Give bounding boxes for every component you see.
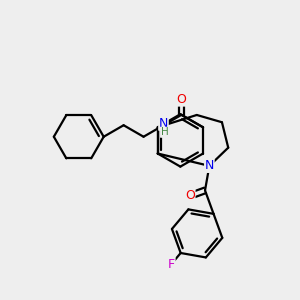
Text: O: O	[185, 189, 195, 203]
Text: N: N	[159, 117, 168, 130]
Text: F: F	[168, 257, 175, 271]
Text: O: O	[176, 93, 186, 106]
Text: H: H	[160, 127, 168, 137]
Text: N: N	[205, 159, 214, 172]
